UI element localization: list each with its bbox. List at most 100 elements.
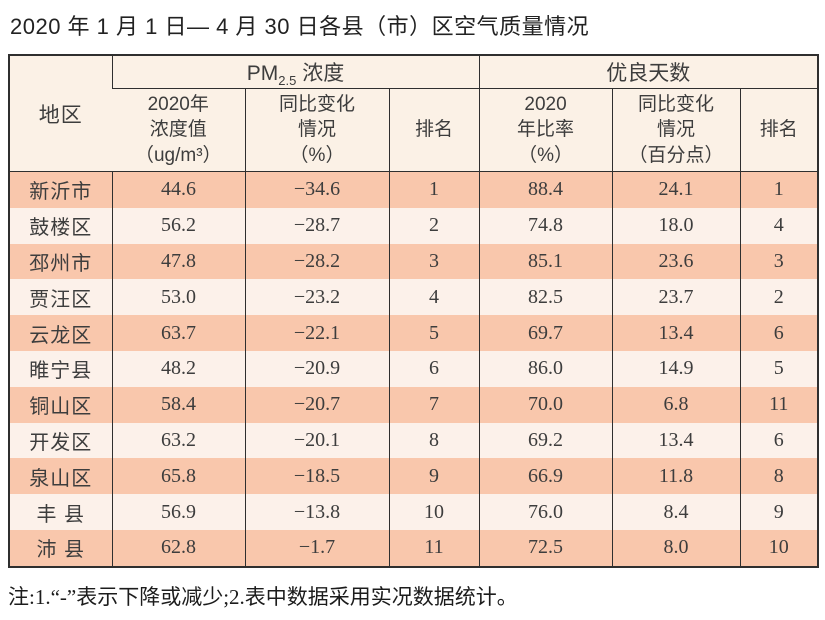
value-cell: −20.7 [244, 386, 389, 423]
value-cell: 6 [739, 422, 819, 459]
value-cell: 11 [388, 529, 480, 567]
value-cell: 69.2 [478, 422, 613, 459]
region-cell: 贾汪区 [9, 279, 112, 316]
value-cell: 3 [388, 243, 480, 280]
value-cell: −28.2 [244, 243, 389, 280]
value-cell: 72.5 [478, 529, 613, 567]
value-cell: 66.9 [478, 458, 613, 495]
air-quality-table: 地区 PM2.5 浓度 优良天数 2020年 浓度值 （ug/m³） 同比变化 … [8, 54, 820, 568]
value-cell: 1 [388, 171, 480, 208]
col-header-pm-change: 同比变化 情况 （%） [244, 88, 389, 172]
value-cell: −23.2 [244, 279, 389, 316]
value-cell: 18.0 [611, 207, 741, 244]
region-cell: 丰 县 [9, 494, 112, 530]
pm-label-rest: 浓度 [296, 62, 345, 85]
value-cell: 4 [388, 279, 480, 316]
region-cell: 铜山区 [9, 386, 112, 423]
col-header-good-rank: 排名 [739, 88, 819, 172]
value-cell: 63.7 [111, 315, 245, 351]
value-cell: 6 [388, 350, 480, 387]
value-cell: 86.0 [478, 350, 613, 387]
value-cell: 5 [388, 315, 480, 351]
value-cell: 3 [739, 243, 819, 280]
col-group-pm25: PM2.5 浓度 [111, 55, 480, 89]
value-cell: 53.0 [111, 279, 245, 316]
value-cell: 10 [739, 529, 819, 567]
value-cell: 6.8 [611, 386, 741, 423]
value-cell: 5 [739, 350, 819, 387]
value-cell: 62.8 [111, 529, 245, 567]
value-cell: 8 [388, 422, 480, 459]
col-header-region: 地区 [9, 55, 112, 172]
value-cell: 8 [739, 458, 819, 495]
value-cell: 48.2 [111, 350, 245, 387]
value-cell: −13.8 [244, 494, 389, 530]
value-cell: 82.5 [478, 279, 613, 316]
value-cell: 23.7 [611, 279, 741, 316]
value-cell: 70.0 [478, 386, 613, 423]
region-cell: 云龙区 [9, 315, 112, 351]
region-cell: 睢宁县 [9, 350, 112, 387]
value-cell: 76.0 [478, 494, 613, 530]
value-cell: −1.7 [244, 529, 389, 567]
table-row: 沛 县 62.8 −1.7 11 72.5 8.0 10 [9, 529, 819, 567]
value-cell: 56.9 [111, 494, 245, 530]
value-cell: 24.1 [611, 171, 741, 208]
region-cell: 沛 县 [9, 529, 112, 567]
value-cell: −22.1 [244, 315, 389, 351]
value-cell: 13.4 [611, 422, 741, 459]
table-row: 泉山区 65.8 −18.5 9 66.9 11.8 8 [9, 458, 819, 495]
value-cell: 8.4 [611, 494, 741, 530]
header-group-row: 地区 PM2.5 浓度 优良天数 [9, 55, 819, 172]
footnote: 注:1.“-”表示下降或减少;2.表中数据采用实况数据统计。 [8, 584, 518, 609]
value-cell: 2 [739, 279, 819, 316]
value-cell: 7 [388, 386, 480, 423]
col-group-good-days: 优良天数 [478, 55, 819, 89]
col-header-pm-rank: 排名 [388, 88, 480, 172]
value-cell: 1 [739, 171, 819, 208]
value-cell: 10 [388, 494, 480, 530]
table-row: 鼓楼区 56.2 −28.7 2 74.8 18.0 4 [9, 207, 819, 244]
value-cell: 85.1 [478, 243, 613, 280]
value-cell: 23.6 [611, 243, 741, 280]
value-cell: 11.8 [611, 458, 741, 495]
table-row: 开发区 63.2 −20.1 8 69.2 13.4 6 [9, 422, 819, 459]
value-cell: −34.6 [244, 171, 389, 208]
value-cell: 47.8 [111, 243, 245, 280]
region-cell: 邳州市 [9, 243, 112, 280]
table-row: 睢宁县 48.2 −20.9 6 86.0 14.9 5 [9, 350, 819, 387]
pm-label-subscript: 2.5 [278, 73, 297, 89]
header-sub-row: 2020年 浓度值 （ug/m³） 同比变化 情况 （%） 排名 2020 年比… [9, 88, 819, 172]
value-cell: 4 [739, 207, 819, 244]
region-cell: 新沂市 [9, 171, 112, 208]
value-cell: −18.5 [244, 458, 389, 495]
value-cell: 13.4 [611, 315, 741, 351]
value-cell: −28.7 [244, 207, 389, 244]
value-cell: 58.4 [111, 386, 245, 423]
value-cell: 88.4 [478, 171, 613, 208]
table-row: 云龙区 63.7 −22.1 5 69.7 13.4 6 [9, 315, 819, 351]
value-cell: 9 [388, 458, 480, 495]
page-title: 2020 年 1 月 1 日— 4 月 30 日各县（市）区空气质量情况 [10, 14, 590, 39]
col-header-good-ratio: 2020 年比率 （%） [478, 88, 613, 172]
table-row: 贾汪区 53.0 −23.2 4 82.5 23.7 2 [9, 279, 819, 316]
value-cell: −20.1 [244, 422, 389, 459]
table-header: 地区 PM2.5 浓度 优良天数 2020年 浓度值 （ug/m³） 同比变化 … [9, 55, 819, 172]
value-cell: 11 [739, 386, 819, 423]
value-cell: 14.9 [611, 350, 741, 387]
table-row: 丰 县 56.9 −13.8 10 76.0 8.4 9 [9, 494, 819, 530]
value-cell: 6 [739, 315, 819, 351]
pm-label-main: PM [246, 62, 279, 85]
value-cell: 74.8 [478, 207, 613, 244]
value-cell: 2 [388, 207, 480, 244]
value-cell: 69.7 [478, 315, 613, 351]
table-row: 新沂市 44.6 −34.6 1 88.4 24.1 1 [9, 171, 819, 208]
col-header-pm-value: 2020年 浓度值 （ug/m³） [112, 88, 245, 172]
table-body: 新沂市 44.6 −34.6 1 88.4 24.1 1 鼓楼区 56.2 −28.7 2 74.8 1… [9, 171, 819, 567]
table-row: 铜山区 58.4 −20.7 7 70.0 6.8 11 [9, 386, 819, 423]
region-cell: 鼓楼区 [9, 207, 112, 244]
region-cell: 开发区 [9, 422, 112, 459]
col-header-good-change: 同比变化 情况 （百分点） [611, 88, 741, 172]
value-cell: 65.8 [111, 458, 245, 495]
